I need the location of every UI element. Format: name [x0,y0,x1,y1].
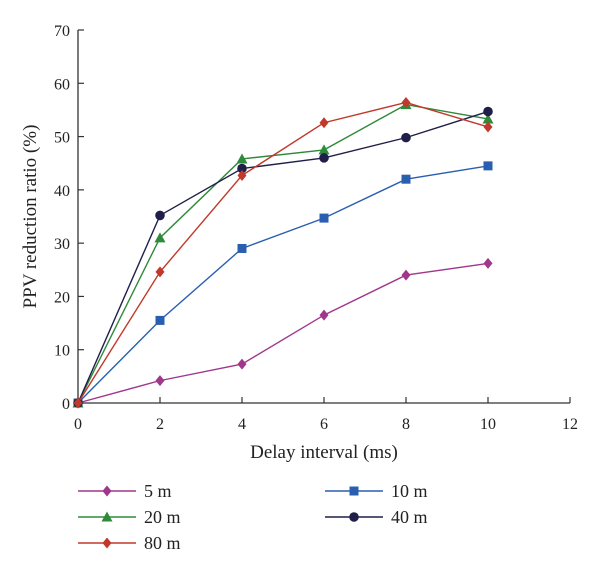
legend: 5 m 10 m 20 m 40 m 80 m [78,481,428,553]
series-line [77,165,489,404]
legend-item: 5 m [78,481,172,501]
data-point [483,121,493,133]
data-point [482,113,494,124]
y-axis-label: PPV reduction ratio (%) [20,125,41,309]
series-line [77,110,489,404]
x-tick-label: 12 [562,416,578,433]
x-axis-label: Delay interval (ms) [250,442,398,463]
data-point [401,174,411,184]
legend-marker [349,512,359,522]
x-tick-label: 4 [238,416,246,433]
legend-item: 10 m [325,481,428,501]
data-point [237,169,247,181]
x-tick-label: 6 [320,416,328,433]
legend-marker [349,486,359,496]
data-point [155,375,165,387]
legend-marker [102,485,112,497]
legend-item: 40 m [325,507,428,527]
x-tick-label: 2 [156,416,164,433]
x-tick-label: 10 [480,416,496,433]
data-point [401,269,411,281]
data-point [237,243,247,253]
data-point [155,266,165,278]
data-point [319,309,329,321]
data-point [155,210,165,221]
data-point [154,232,166,243]
y-tick-label: 30 [54,236,70,253]
data-point [73,397,83,409]
y-tick-label: 70 [54,23,70,40]
data-point [401,96,411,108]
data-point [155,315,165,325]
y-tick-label: 0 [62,396,70,413]
series-layer [72,96,494,409]
y-tick-label: 10 [54,343,70,360]
y-tick-label: 60 [54,76,70,93]
legend-marker [102,537,112,549]
data-point [319,117,329,129]
y-tick-label: 20 [54,289,70,306]
x-tick-label: 0 [74,416,82,433]
data-point [318,144,330,155]
series-group [73,106,493,408]
legend-label: 20 m [144,507,181,527]
legend-label: 80 m [144,533,181,553]
series-group [73,257,493,409]
data-point [237,163,247,174]
data-point [483,257,493,269]
data-point [319,213,329,223]
data-point [483,161,493,171]
y-tick-label: 50 [54,130,70,147]
legend-item: 20 m [78,507,181,527]
data-point [483,106,493,117]
legend-label: 5 m [144,481,172,501]
series-line [77,262,489,404]
series-group [72,99,494,408]
data-point [237,358,247,370]
legend-label: 40 m [391,507,428,527]
series-group [73,96,493,409]
data-point [319,153,329,163]
x-tick-label: 8 [402,416,410,433]
data-point [236,153,248,164]
legend-item: 80 m [78,533,181,553]
series-line [77,101,489,404]
data-point [401,132,411,143]
axes: 0 10 20 30 40 50 60 70 0 2 4 6 8 10 12 [54,23,578,433]
legend-marker [101,511,113,522]
legend-label: 10 m [391,481,428,501]
y-tick-label: 40 [54,183,70,200]
